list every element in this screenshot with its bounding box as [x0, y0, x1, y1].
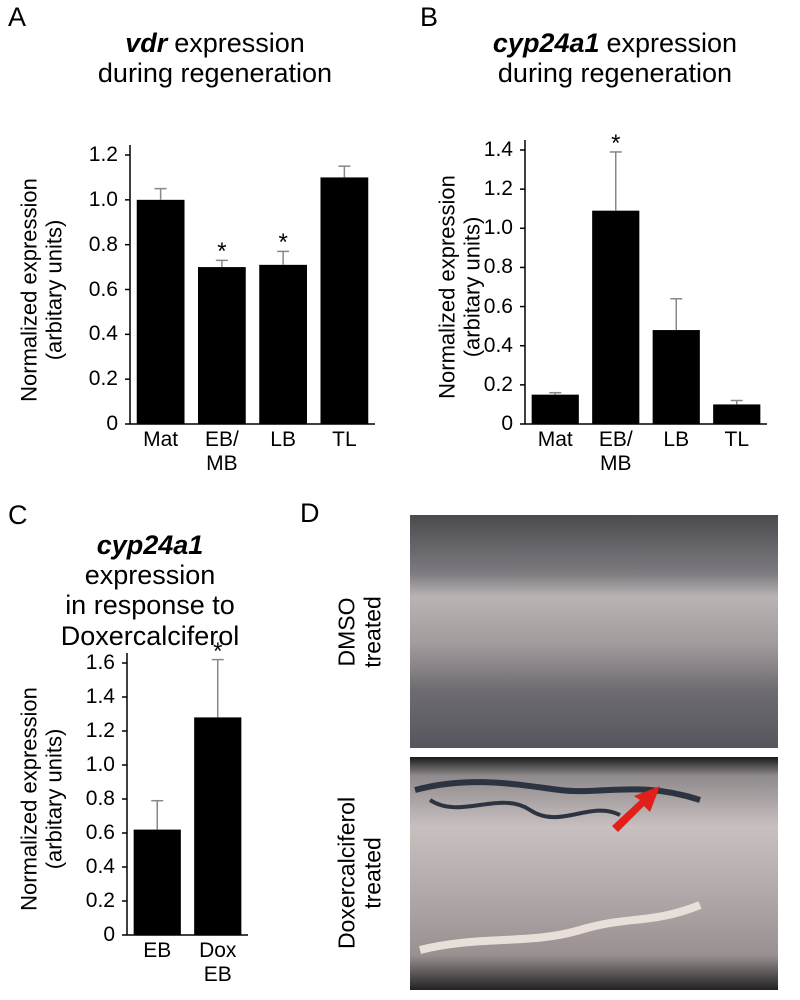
photo-detail — [419, 901, 702, 954]
photo-doxercalciferol — [410, 757, 778, 990]
panel-label: D — [300, 498, 320, 528]
y-tick-label: 0 — [501, 412, 513, 436]
bar — [531, 394, 579, 424]
significance-marker: * — [611, 130, 621, 158]
significance-marker: * — [213, 637, 223, 665]
chart-title: cyp24a1 expression during regeneration — [435, 28, 795, 88]
x-tick-label: Mat — [537, 428, 573, 451]
photo-dmso — [410, 515, 778, 748]
y-tick-label: 1.2 — [483, 177, 513, 201]
y-axis-label: Normalized expression (arbitary units) — [16, 687, 66, 911]
bar — [133, 829, 181, 935]
significance-marker: * — [278, 229, 288, 257]
bar — [197, 267, 246, 424]
y-tick-label: 1.0 — [483, 216, 513, 240]
image-caption: DMSO treated — [333, 596, 385, 668]
y-tick-label: 0.6 — [88, 277, 118, 301]
y-tick-label: 0.4 — [85, 855, 115, 879]
chart-title-text: expression during regeneration — [97, 28, 333, 89]
x-tick-label: LB — [663, 428, 690, 451]
y-tick-label: 0 — [106, 412, 118, 436]
bar — [652, 330, 700, 424]
y-tick-label: 0.8 — [483, 255, 513, 279]
x-tick-label: Mat — [143, 428, 179, 451]
bar — [320, 177, 369, 424]
y-tick-label: 0.2 — [85, 889, 115, 913]
bar — [259, 264, 308, 424]
y-tick-label: 0.2 — [88, 367, 118, 391]
y-tick-label: 1.2 — [85, 719, 115, 743]
y-tick-label: 0.8 — [85, 787, 115, 811]
panel-label: B — [420, 2, 439, 32]
y-tick-label: 0.2 — [483, 373, 513, 397]
x-tick-label: Dox EB — [199, 939, 237, 986]
y-tick-label: 1.6 — [85, 651, 115, 675]
y-tick-label: 0.6 — [85, 821, 115, 845]
y-tick-label: 0.4 — [88, 322, 118, 346]
chart-title: vdr expression during regeneration — [35, 28, 395, 88]
red-arrow — [612, 786, 660, 832]
x-tick-label: EB/ MB — [204, 428, 239, 475]
chart-title: cyp24a1 expression in response to Doxerca… — [0, 530, 330, 651]
panel-label: C — [8, 500, 28, 530]
y-tick-label: 1.0 — [88, 188, 118, 212]
chart-title-text: expression in response to Doxercalcifero… — [60, 560, 240, 651]
image-caption: Doxercalciferol treated — [333, 796, 385, 950]
y-axis-label: Normalized expression (arbitary units) — [434, 175, 484, 399]
y-tick-label: 1.2 — [88, 143, 118, 167]
y-axis-label: Normalized expression (arbitary units) — [16, 177, 66, 402]
photo-detail — [428, 798, 621, 820]
y-tick-label: 0.6 — [483, 294, 513, 318]
panel-label: A — [8, 2, 27, 32]
chart-title-gene: vdr — [125, 28, 168, 58]
y-tick-label: 0 — [103, 923, 115, 947]
x-tick-label: EB — [143, 939, 172, 962]
bar — [194, 717, 242, 935]
y-tick-label: 0.8 — [88, 232, 118, 256]
y-tick-label: 1.4 — [483, 138, 513, 162]
photo-detail — [414, 779, 701, 803]
chart-title-text: expression during regeneration — [497, 28, 738, 89]
y-tick-label: 1.0 — [85, 753, 115, 777]
chart-title-gene: cyp24a1 — [96, 530, 204, 560]
x-tick-label: LB — [270, 428, 296, 451]
x-tick-label: TL — [724, 428, 750, 451]
y-tick-label: 1.4 — [85, 685, 115, 709]
significance-marker: * — [217, 238, 227, 266]
y-tick-label: 0.4 — [483, 333, 513, 357]
chart-title-gene: cyp24a1 — [492, 28, 600, 58]
x-tick-label: TL — [332, 428, 357, 451]
bar — [592, 210, 640, 424]
bar — [713, 404, 761, 424]
x-tick-label: EB/ MB — [598, 428, 633, 475]
bar — [136, 199, 185, 424]
